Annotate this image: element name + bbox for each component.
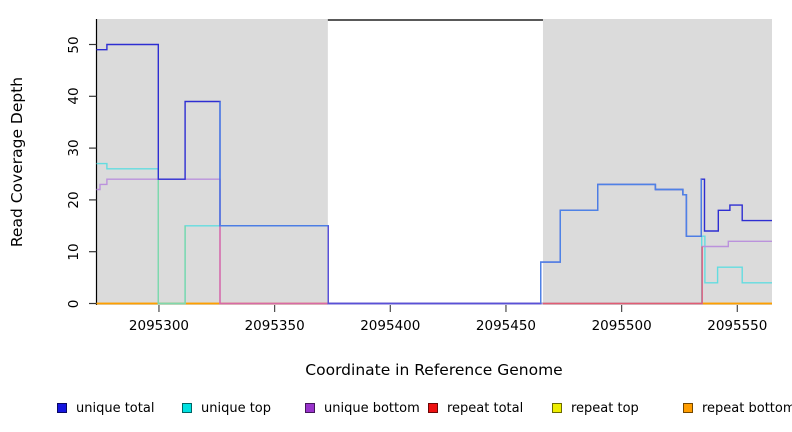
y-tick-label: 40 <box>66 87 82 105</box>
y-tick-label: 50 <box>66 35 82 54</box>
legend-swatch-icon <box>57 403 67 413</box>
shaded-region <box>96 19 328 305</box>
legend-swatch-icon <box>552 403 562 413</box>
legend-label: repeat total <box>447 400 524 416</box>
legend-label: repeat top <box>571 400 639 416</box>
legend-item: unique total <box>57 400 155 416</box>
x-axis-label: Coordinate in Reference Genome <box>305 361 563 379</box>
x-tick-label: 2095550 <box>707 318 768 334</box>
y-tick-label: 30 <box>66 139 82 157</box>
series-line-overlap-unique-total <box>540 179 702 304</box>
shaded-region <box>542 19 772 305</box>
x-tick-label: 2095400 <box>360 318 421 334</box>
legend-label: unique top <box>201 400 272 416</box>
x-tick-label: 2095450 <box>475 318 537 334</box>
legend-swatch-icon <box>182 403 192 413</box>
legend-swatch-icon <box>428 403 438 413</box>
legend-label: unique total <box>76 400 155 416</box>
x-tick-label: 2095350 <box>244 318 305 334</box>
y-axis-label: Read Coverage Depth <box>8 76 26 248</box>
y-tick-label: 10 <box>66 243 82 261</box>
series-line-overlap-unique-bottom <box>543 246 703 305</box>
legend-label: repeat bottom <box>702 400 792 416</box>
x-tick-label: 2095300 <box>128 318 190 334</box>
legend-swatch-icon <box>683 403 693 413</box>
x-tick-label: 2095500 <box>591 318 652 334</box>
legend-label: unique bottom <box>324 400 420 416</box>
series-line-overlap-unique-total <box>327 225 542 305</box>
legend-item: repeat bottom <box>683 400 792 416</box>
legend-item: repeat total <box>428 400 524 416</box>
legend-item: unique top <box>182 400 272 416</box>
legend-swatch-icon <box>305 403 315 413</box>
series-line-overlap-unique-top <box>157 168 186 305</box>
legend-item: unique bottom <box>305 400 420 416</box>
y-tick-label: 0 <box>66 299 82 308</box>
y-tick-label: 20 <box>66 191 82 209</box>
legend-item: repeat top <box>552 400 639 416</box>
